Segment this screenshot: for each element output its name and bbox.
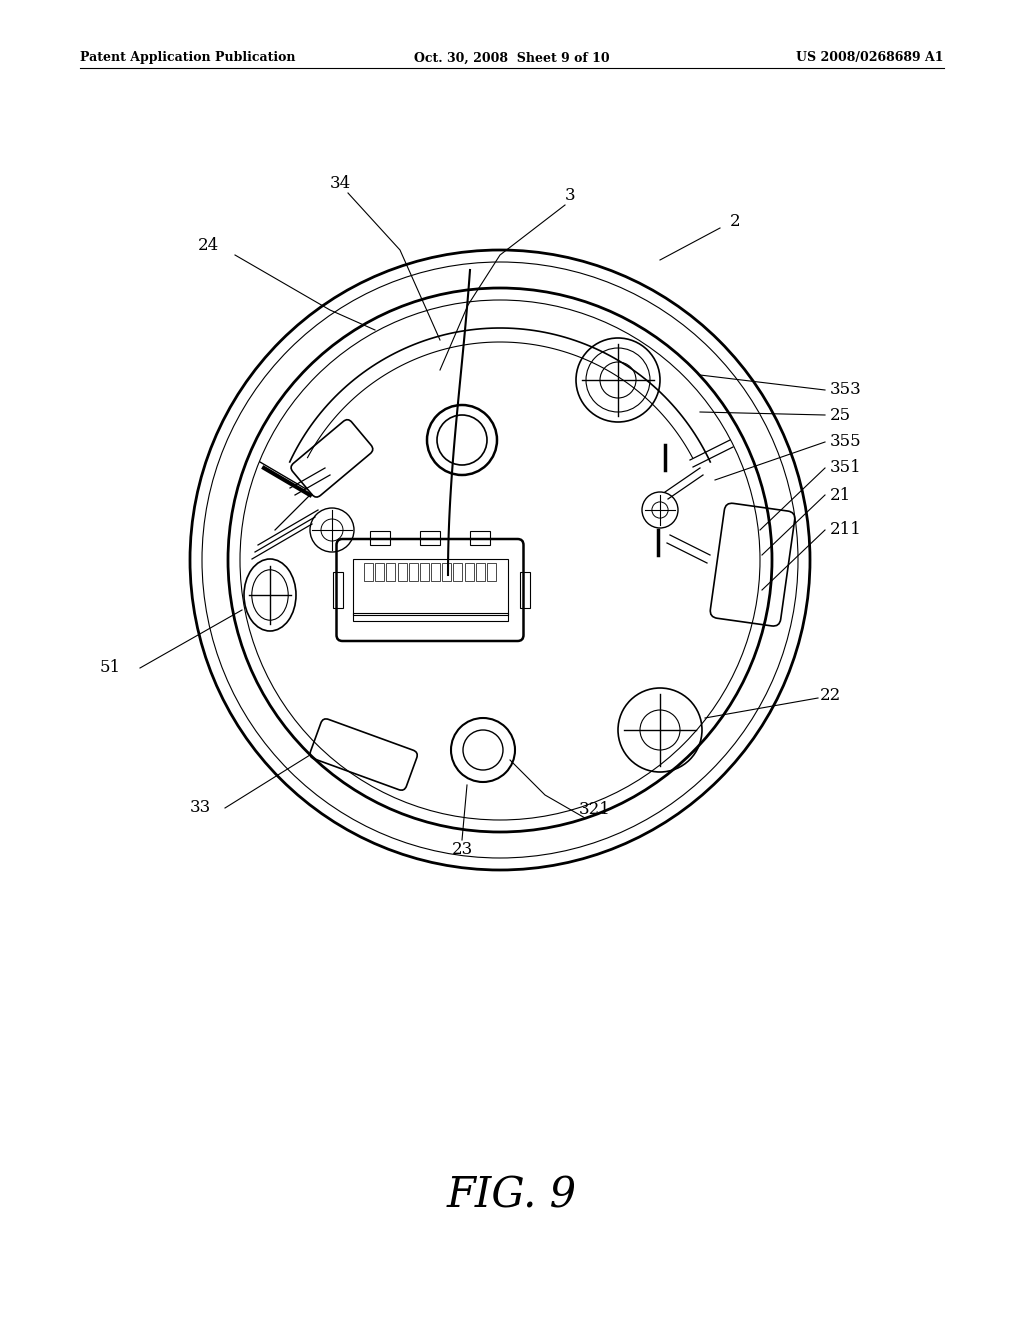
Text: 34: 34	[330, 174, 350, 191]
Bar	[420, 564, 429, 581]
Text: 2: 2	[730, 214, 740, 231]
Text: 22: 22	[820, 686, 842, 704]
Bar	[465, 564, 473, 581]
Text: 25: 25	[830, 407, 851, 424]
Bar	[376, 564, 384, 581]
Text: 351: 351	[830, 459, 862, 477]
Text: 24: 24	[198, 236, 219, 253]
Text: 33: 33	[189, 800, 211, 817]
Text: 3: 3	[564, 186, 575, 203]
Text: 353: 353	[830, 381, 862, 399]
Bar	[409, 564, 418, 581]
Bar	[470, 531, 490, 545]
Bar	[442, 564, 452, 581]
Text: Oct. 30, 2008  Sheet 9 of 10: Oct. 30, 2008 Sheet 9 of 10	[414, 51, 610, 65]
Bar	[352, 612, 508, 620]
Bar	[454, 564, 463, 581]
Text: 21: 21	[830, 487, 851, 503]
Bar	[352, 558, 508, 615]
Text: FIG. 9: FIG. 9	[446, 1173, 578, 1216]
Bar	[420, 531, 440, 545]
Bar	[333, 572, 342, 609]
Bar	[476, 564, 484, 581]
Text: 321: 321	[579, 801, 611, 818]
Bar	[519, 572, 529, 609]
Bar	[370, 531, 390, 545]
Text: 211: 211	[830, 521, 862, 539]
Bar	[365, 564, 373, 581]
Bar	[386, 564, 395, 581]
Bar	[397, 564, 407, 581]
Text: Patent Application Publication: Patent Application Publication	[80, 51, 296, 65]
Bar	[431, 564, 440, 581]
Text: US 2008/0268689 A1: US 2008/0268689 A1	[797, 51, 944, 65]
Text: 23: 23	[452, 842, 473, 858]
Text: 355: 355	[830, 433, 861, 450]
Bar	[486, 564, 496, 581]
Text: 51: 51	[99, 660, 121, 676]
